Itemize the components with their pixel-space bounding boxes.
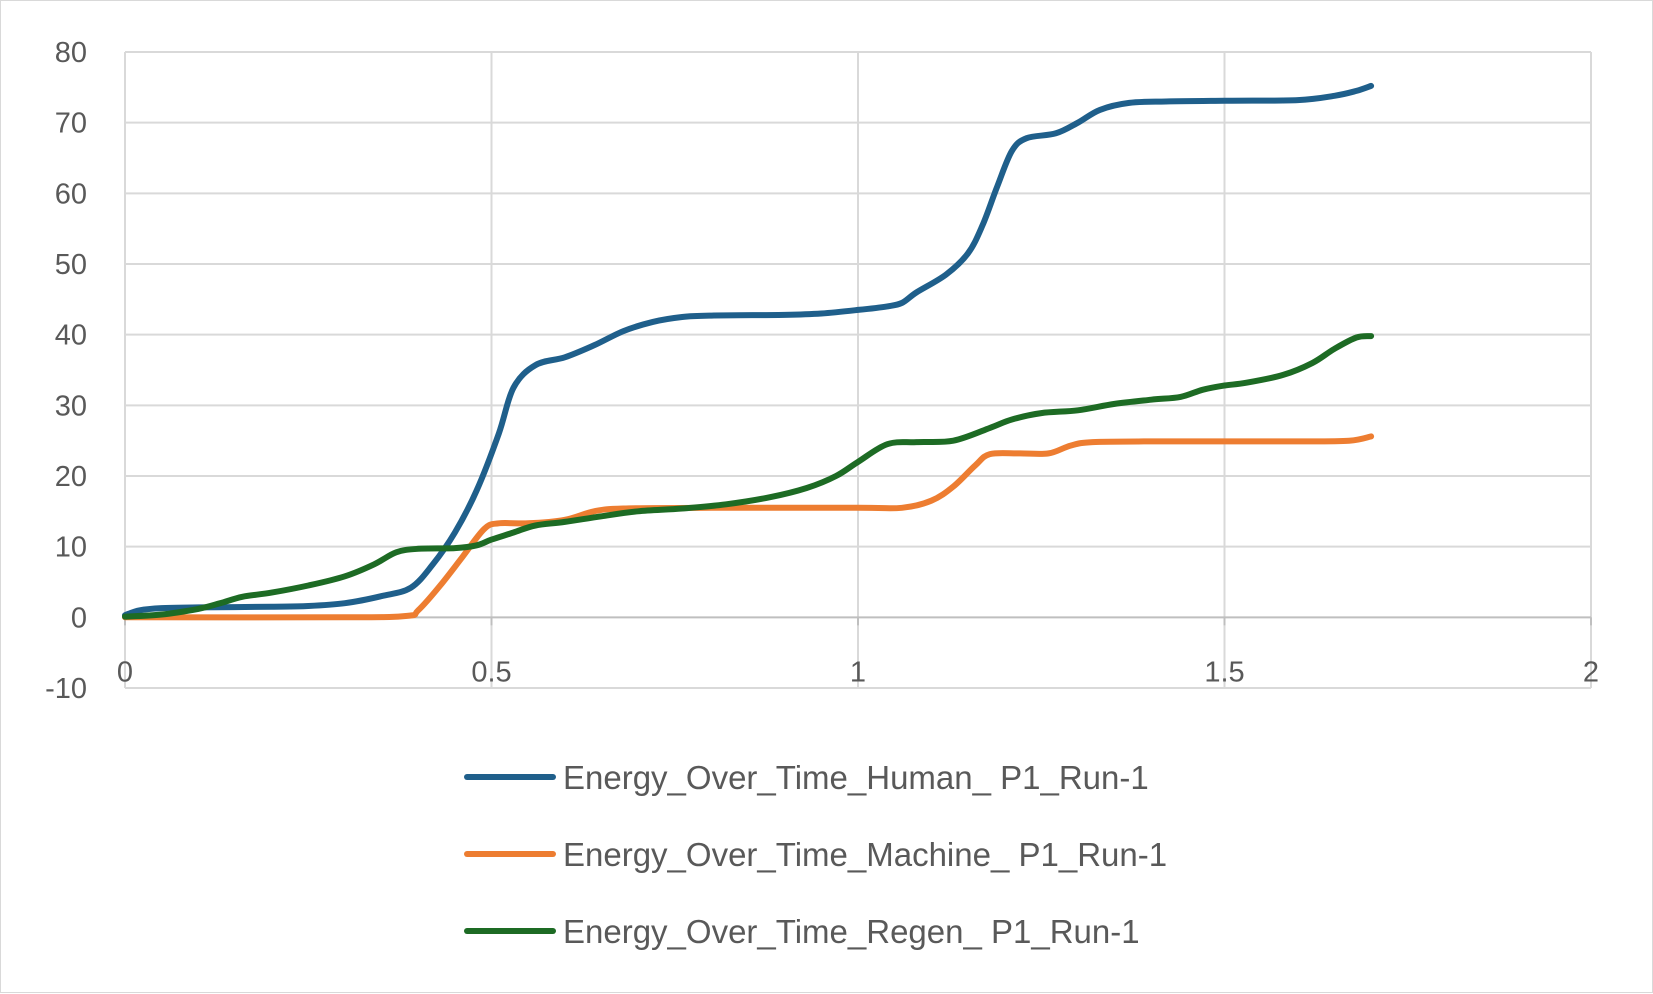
gridlines <box>125 51 1592 689</box>
y-tick-label: 30 <box>55 390 87 422</box>
y-tick-label: 20 <box>55 461 87 493</box>
x-tick-label: 2 <box>1583 656 1599 688</box>
y-tick-label: 70 <box>55 108 87 140</box>
series-line-2 <box>122 433 1375 621</box>
legend-label-3: Energy_Over_Time_Regen_ P1_Run-1 <box>563 913 1140 950</box>
x-tick-label: 1.5 <box>1204 656 1244 688</box>
y-tick-label: 0 <box>71 602 87 634</box>
y-tick-label: 60 <box>55 178 87 210</box>
y-tick-label: -10 <box>45 673 87 705</box>
legend-label-1: Energy_Over_Time_Human_ P1_Run-1 <box>563 759 1149 796</box>
y-tick-label: 50 <box>55 249 87 281</box>
x-tick-label: 0.5 <box>471 656 511 688</box>
y-tick-label: 80 <box>55 37 87 69</box>
y-tick-label: 40 <box>55 320 87 352</box>
series-lines <box>122 82 1375 621</box>
series-line-1 <box>122 82 1375 619</box>
x-tick-label: 0 <box>117 656 133 688</box>
y-tick-label: 10 <box>55 532 87 564</box>
legend-label-2: Energy_Over_Time_Machine_ P1_Run-1 <box>563 836 1167 873</box>
x-tick-label: 1 <box>850 656 866 688</box>
legend: Energy_Over_Time_Human_ P1_Run-1 Energy_O… <box>464 759 1167 950</box>
series-line-3 <box>122 333 1375 620</box>
tick-labels: -10 0 10 20 30 40 50 60 70 80 0 0.5 1 1.5 2 <box>45 37 1599 705</box>
